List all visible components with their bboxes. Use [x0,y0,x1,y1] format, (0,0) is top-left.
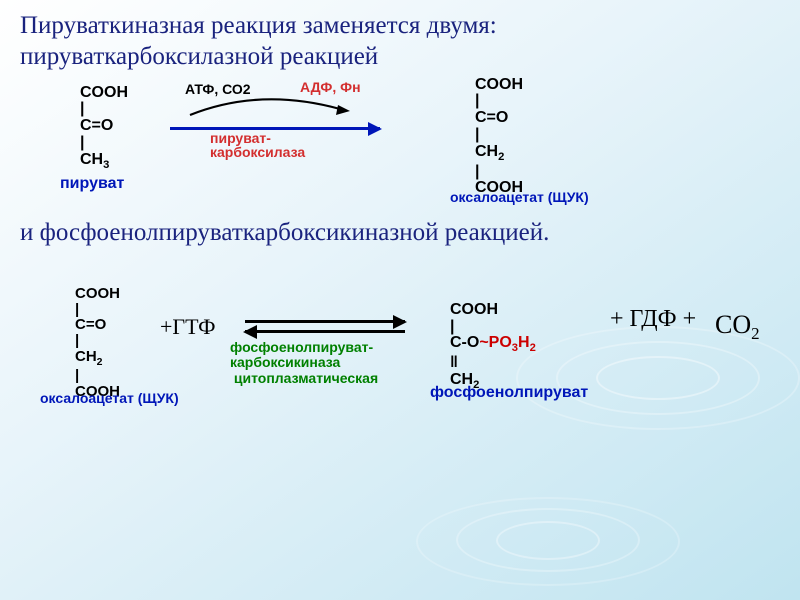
title-line-2: пируваткарбоксилазной реакцией [20,41,780,72]
reaction2-arrow-fwd [245,320,405,323]
bg-ripple [496,521,600,560]
reaction1-enzyme: пируват- карбоксилаза [210,131,305,160]
reaction2-enzyme: фосфоенолпируват- карбоксикиназа цитопла… [230,340,378,386]
gdp-out: + ГДФ + [610,306,696,333]
title-line-1: Пируваткиназная реакция заменяется двумя… [20,10,780,41]
oxaloacetate-structure-2: COOH | C=O | CH2 | COOH [75,286,120,400]
pyruvate-structure: COOH | C=O | CH3 [80,85,128,172]
reaction2-arrow-rev [245,330,405,333]
pep-structure: COOH | C-O~PO3H2 ‖ CH2 [450,302,536,392]
co2-out: CO2 [715,310,760,344]
oxaloacetate-label-2: оксалоацетат (ЩУК) [40,390,179,406]
oxaloacetate-label-1: оксалоацетат (ЩУК) [450,189,589,205]
reaction1-arrow [170,127,380,130]
reaction-1: COOH | C=O | CH3 пируват АТФ, СО2 АДФ, Ф… [20,77,780,267]
slide: Пируваткиназная реакция заменяется двумя… [0,0,800,600]
pep-label: фосфоенолпируват [430,384,588,402]
reaction-2: COOH | C=O | CH2 | COOH оксалоацетат (ЩУ… [20,276,780,516]
oxaloacetate-structure-1: COOH | C=O | CH2 | COOH [475,77,523,198]
cofactor-arc [180,91,380,121]
pyruvate-label: пируват [60,175,124,193]
gtp-in: +ГТФ [160,314,215,340]
bg-ripple [456,508,640,572]
